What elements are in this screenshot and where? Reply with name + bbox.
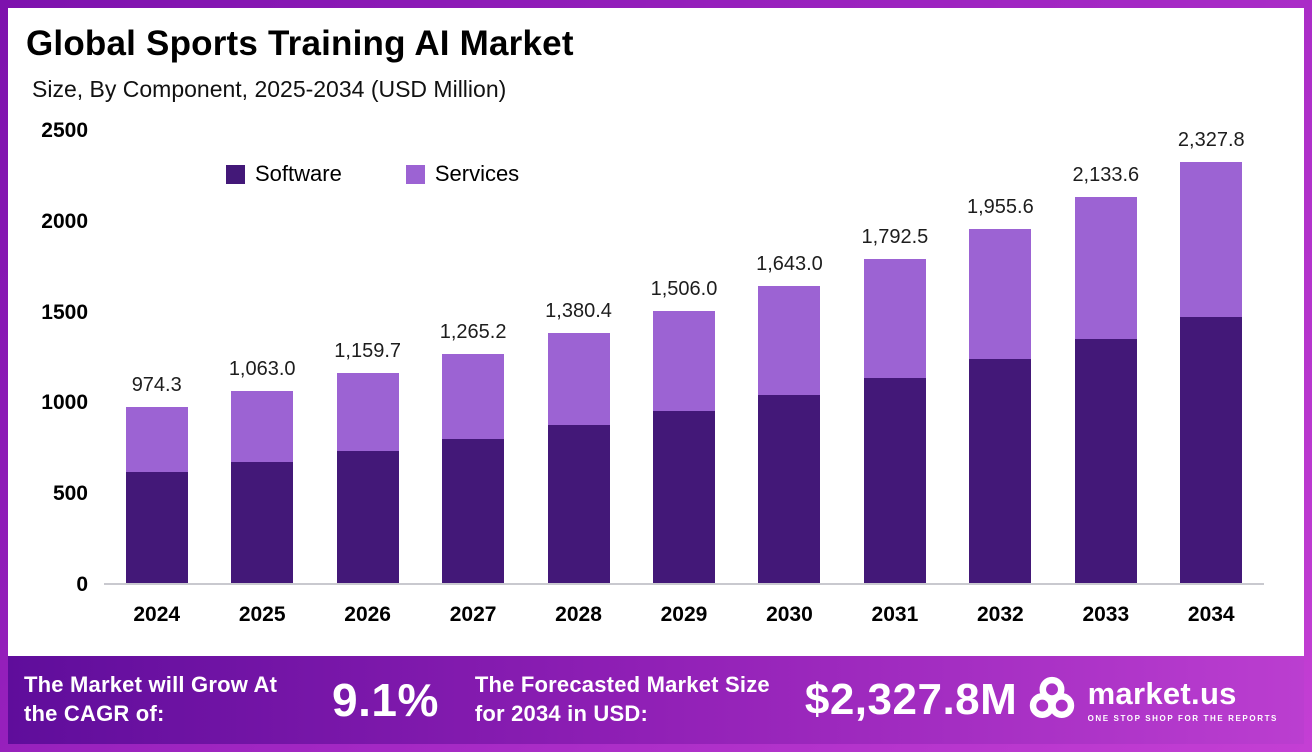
x-axis-label: 2027 xyxy=(449,603,497,626)
brand-tagline: ONE STOP SHOP FOR THE REPORTS xyxy=(1087,713,1278,723)
x-axis-label: 2034 xyxy=(1187,603,1235,626)
bar-total-label: 1,792.5 xyxy=(861,225,929,248)
bar-segment-services xyxy=(336,373,399,452)
page-subtitle: Size, By Component, 2025-2034 (USD Milli… xyxy=(32,76,507,102)
stacked-bar xyxy=(231,390,294,583)
bar-segment-software xyxy=(758,394,821,583)
bar-segment-software xyxy=(1074,339,1137,583)
bar-segment-software xyxy=(231,461,294,583)
stacked-bar xyxy=(336,373,399,583)
bar-group-2032: 1,955.6 2032 xyxy=(948,131,1053,626)
stacked-bar xyxy=(1074,197,1137,583)
legend: Software Services xyxy=(226,161,519,187)
stacked-bar xyxy=(442,354,505,583)
bar-segment-services xyxy=(547,333,610,426)
x-axis-label: 2026 xyxy=(344,603,391,626)
bar-total-label: 2,133.6 xyxy=(1072,164,1140,187)
bar-segment-software xyxy=(863,377,926,583)
bar-segment-services xyxy=(969,229,1032,360)
legend-item-services: Services xyxy=(405,161,520,187)
bar-group-2024: 974.3 2024 xyxy=(104,131,209,626)
bar-segment-services xyxy=(442,354,505,439)
stacked-bar xyxy=(863,258,926,583)
bar-segment-services xyxy=(125,406,188,472)
page-title: Global Sports Training AI Market xyxy=(26,24,574,63)
stacked-bar xyxy=(758,285,821,583)
bar-group-2031: 1,792.5 2031 xyxy=(842,131,947,626)
x-axis-label: 2030 xyxy=(766,603,813,626)
bar-group-2025: 1,063.0 2025 xyxy=(209,131,314,626)
bar-segment-services xyxy=(1074,197,1137,340)
bar-total-label: 1,506.0 xyxy=(650,277,718,300)
bar-segment-software xyxy=(969,359,1032,583)
y-tick-label: 1000 xyxy=(41,391,88,415)
stacked-bar xyxy=(1180,162,1243,583)
bar-segment-services xyxy=(652,310,715,411)
stacked-bar xyxy=(652,310,715,583)
brand-text: market.us ONE STOP SHOP FOR THE REPORTS xyxy=(1088,678,1278,723)
bar-total-label: 974.3 xyxy=(131,373,182,396)
bar-total-label: 1,063.0 xyxy=(228,357,296,380)
bar-segment-software xyxy=(336,451,399,583)
bar-group-2030: 1,643.0 2030 xyxy=(737,131,842,626)
chart-section: Global Sports Training AI Market Size, B… xyxy=(8,8,1304,656)
bar-segment-software xyxy=(652,410,715,583)
x-axis-label: 2024 xyxy=(133,603,181,626)
bar-group-2029: 1,506.0 2029 xyxy=(631,131,736,626)
market-us-logo-icon xyxy=(1026,672,1078,729)
legend-item-software: Software xyxy=(226,161,342,187)
stacked-bar xyxy=(547,333,610,583)
bar-total-label: 1,265.2 xyxy=(439,321,507,344)
y-tick-label: 500 xyxy=(52,482,88,506)
infographic: Global Sports Training AI Market Size, B… xyxy=(8,8,1304,744)
x-axis-label: 2025 xyxy=(238,603,286,626)
y-axis: 0 500 1000 1500 2000 2500 xyxy=(22,119,88,596)
legend-label: Software xyxy=(255,161,342,186)
bar-group-2027: 1,265.2 2027 xyxy=(420,131,525,626)
x-axis-label: 2032 xyxy=(976,603,1024,626)
y-tick-label: 0 xyxy=(76,573,88,596)
bar-group-2034: 2,327.8 2034 xyxy=(1159,129,1264,626)
bars-row: 974.3 2024 1,063.0 2025 1,159.7 2026 1,265.2 20… xyxy=(104,129,1264,626)
plot-area: 974.3 2024 1,063.0 2025 1,159.7 2026 1,265.2 20… xyxy=(104,129,1264,626)
bar-segment-services xyxy=(863,258,926,378)
bar-segment-services xyxy=(758,285,821,395)
stacked-bar xyxy=(125,406,188,583)
cagr-value: 9.1% xyxy=(332,674,439,726)
forecast-value: $2,327.8M xyxy=(804,675,1018,724)
legend-swatch xyxy=(405,164,425,184)
y-tick-label: 2500 xyxy=(41,119,88,142)
bar-group-2028: 1,380.4 2028 xyxy=(526,131,631,626)
bar-group-2033: 2,133.6 2033 xyxy=(1053,131,1158,626)
bar-segment-services xyxy=(1180,162,1243,318)
bar-segment-software xyxy=(442,438,505,583)
x-axis-label: 2029 xyxy=(660,603,708,626)
brand-name: market.us xyxy=(1087,675,1237,711)
bar-group-2026: 1,159.7 2026 xyxy=(315,131,420,626)
bar-total-label: 1,159.7 xyxy=(334,340,401,363)
forecast-label: The Forecasted Market Size for 2034 in U… xyxy=(474,672,770,726)
y-tick-label: 2000 xyxy=(41,209,88,233)
bar-segment-software xyxy=(547,425,610,583)
x-axis-label: 2031 xyxy=(871,603,919,626)
bar-total-label: 1,643.0 xyxy=(756,252,823,275)
legend-label: Services xyxy=(434,161,520,186)
y-tick-label: 1500 xyxy=(41,300,88,324)
bar-segment-software xyxy=(125,471,188,583)
brand-block: market.us ONE STOP SHOP FOR THE REPORTS xyxy=(1026,672,1278,729)
footer-banner: The Market will Grow At the CAGR of: 9.1… xyxy=(8,656,1304,744)
bar-total-label: 1,955.6 xyxy=(966,196,1034,219)
bar-segment-services xyxy=(231,390,294,462)
x-axis-label: 2028 xyxy=(555,603,602,626)
bar-segment-software xyxy=(1180,317,1243,583)
cagr-label: The Market will Grow At the CAGR of: xyxy=(24,672,278,726)
bar-total-label: 2,327.8 xyxy=(1177,129,1245,152)
stacked-bar xyxy=(969,229,1032,583)
bar-total-label: 1,380.4 xyxy=(545,300,612,323)
x-axis-label: 2033 xyxy=(1082,603,1130,626)
legend-swatch xyxy=(226,164,245,184)
